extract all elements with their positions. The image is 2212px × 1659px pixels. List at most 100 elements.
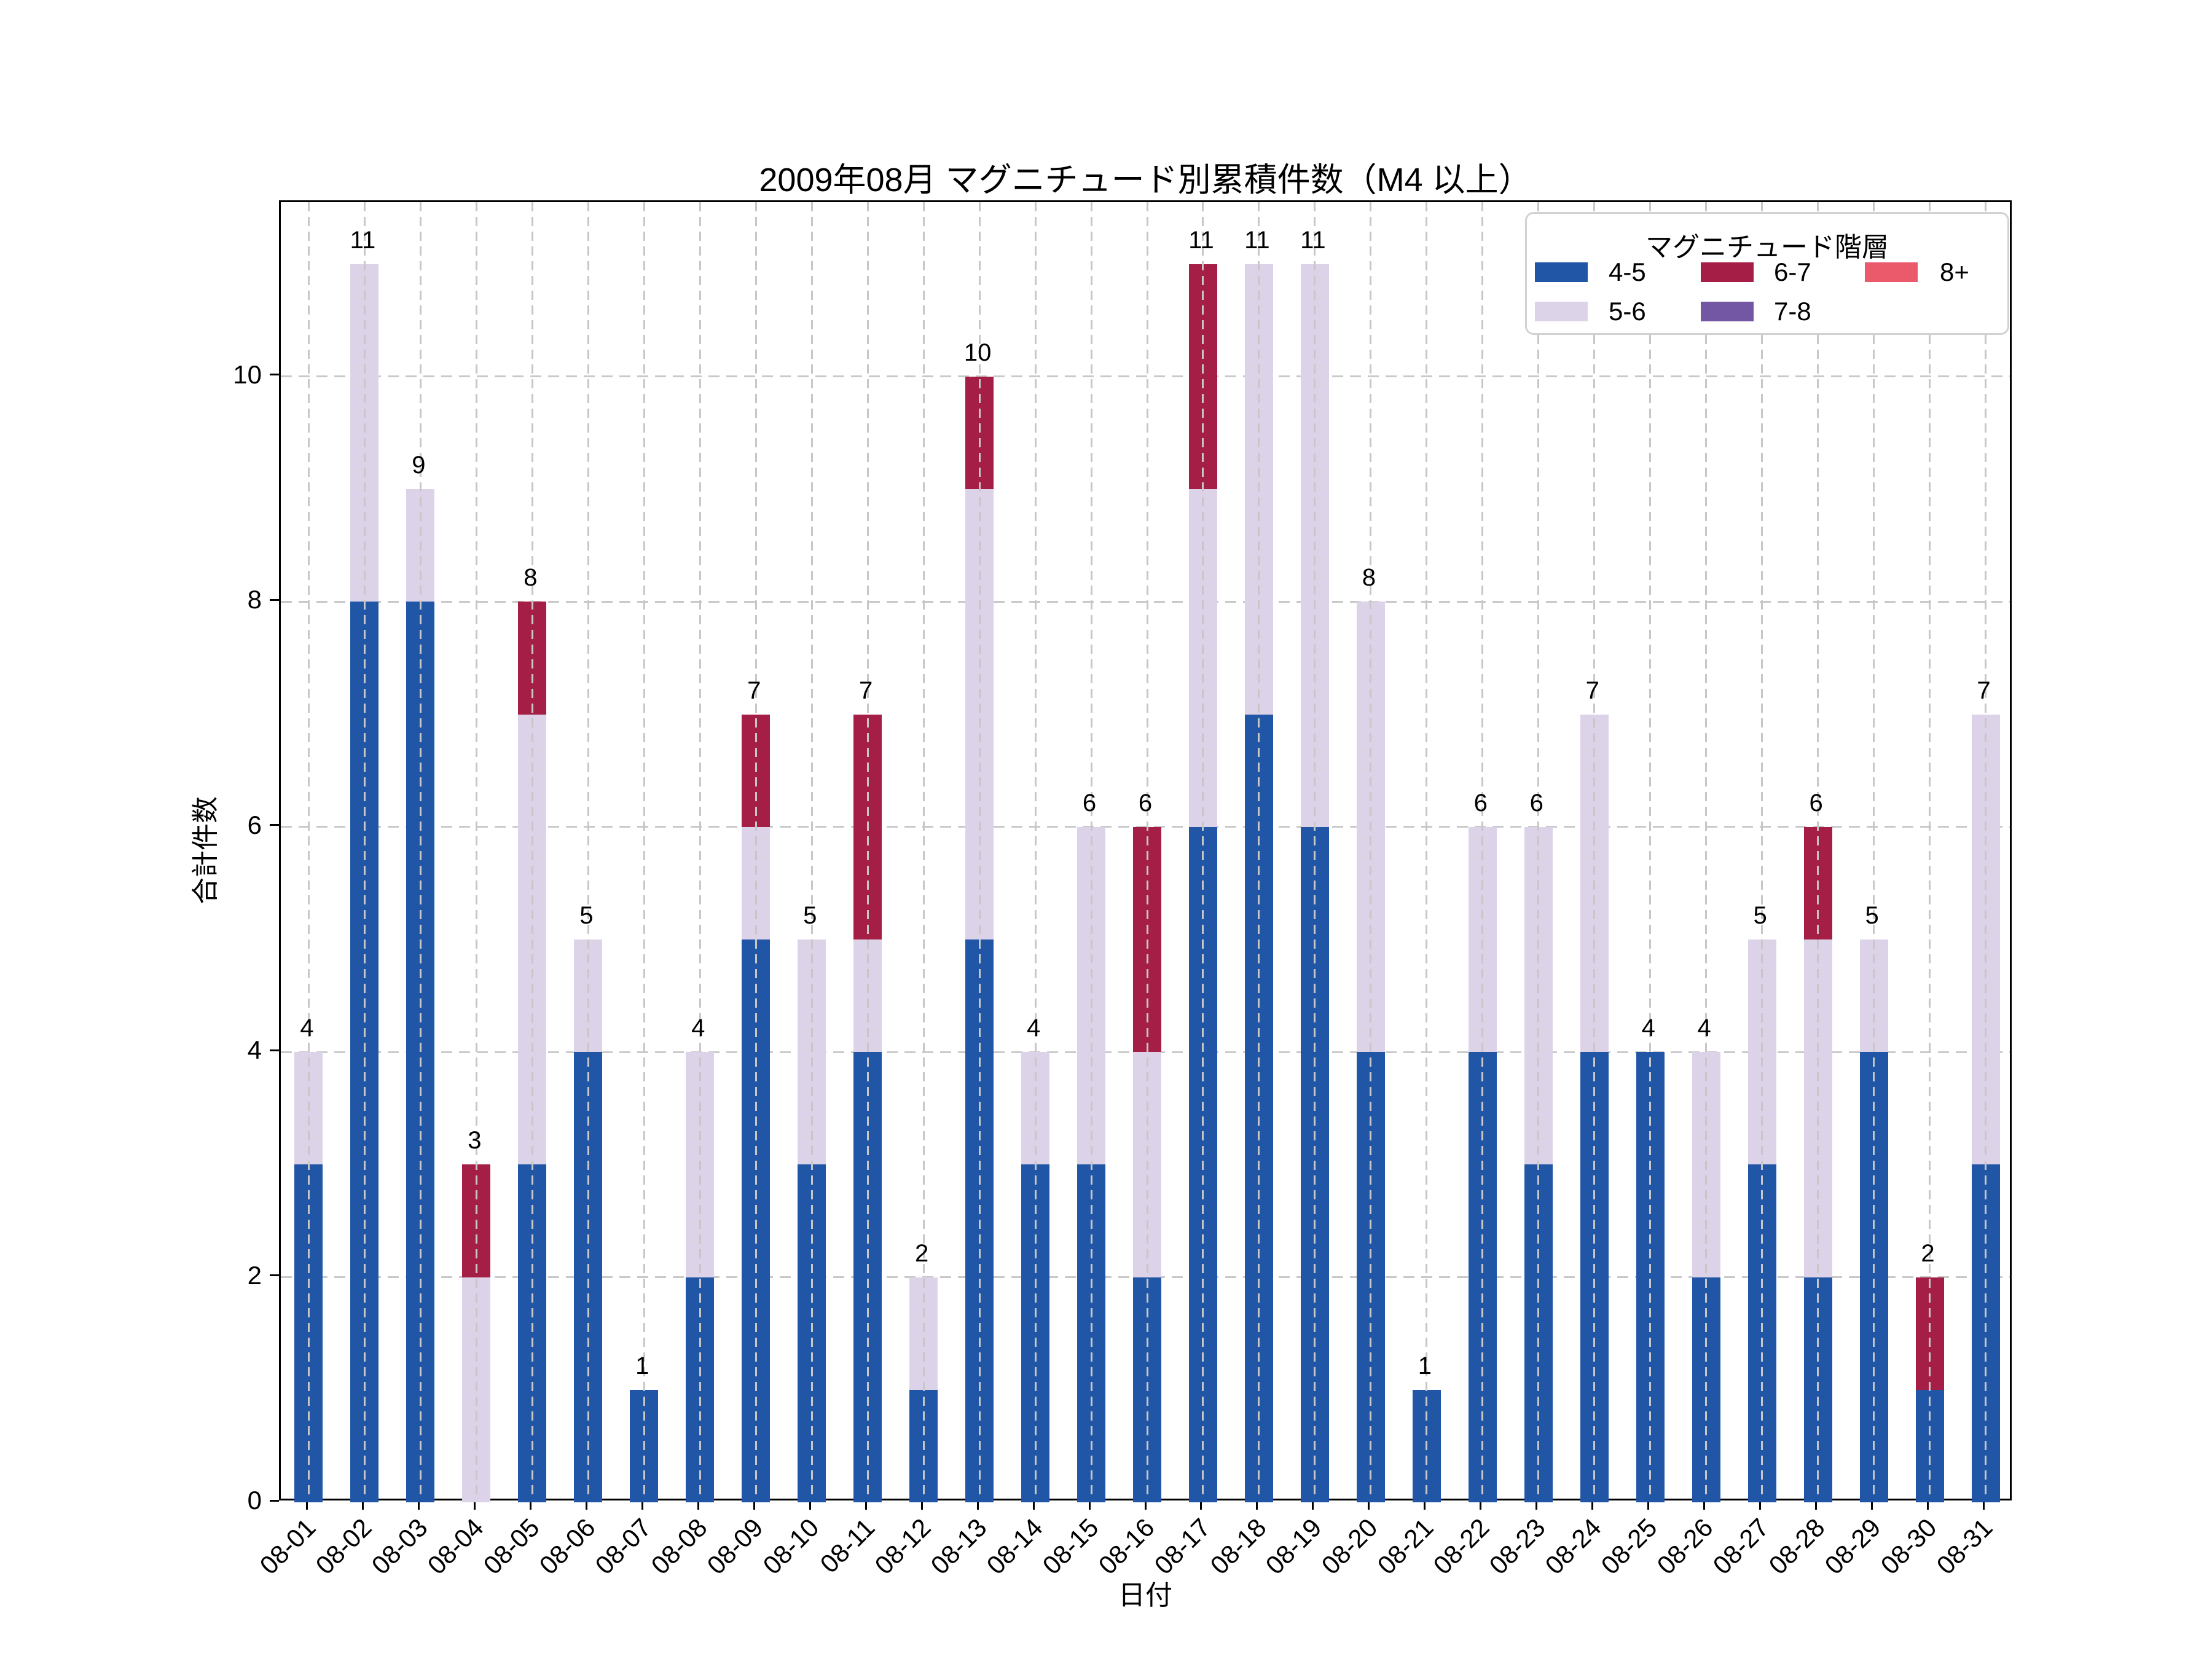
- v-gridline: [978, 202, 981, 1499]
- x-tick: [920, 1500, 923, 1510]
- bar-total-label: 5: [1865, 901, 1879, 929]
- bar-total-label: 11: [1244, 226, 1270, 254]
- x-tick-label: 08-09: [701, 1513, 769, 1580]
- legend-label: 7-8: [1774, 297, 1811, 326]
- x-tick-label: 08-19: [1260, 1513, 1328, 1580]
- x-tick-label: 08-02: [310, 1513, 377, 1580]
- bar-total-label: 6: [1082, 789, 1097, 817]
- bar-total-label: 7: [1585, 677, 1599, 704]
- v-gridline: [1929, 202, 1931, 1499]
- v-gridline: [1649, 202, 1652, 1499]
- x-tick-label: 08-12: [869, 1513, 936, 1580]
- plot-area: [279, 200, 2012, 1502]
- bar-total-label: 4: [1697, 1014, 1711, 1042]
- x-tick-label: 08-03: [366, 1513, 433, 1580]
- bar-total-label: 11: [1300, 226, 1326, 254]
- x-tick: [1647, 1500, 1650, 1510]
- x-tick: [1200, 1500, 1202, 1510]
- bar-total-label: 10: [963, 339, 992, 366]
- x-tick-label: 08-08: [645, 1513, 713, 1580]
- bar-total-label: 8: [524, 564, 538, 592]
- bar-total-label: 7: [1977, 677, 1991, 704]
- y-tick-label: 6: [247, 810, 262, 839]
- bar-total-label: 6: [1809, 789, 1823, 817]
- bar-total-label: 7: [747, 677, 761, 704]
- y-tick-label: 2: [247, 1260, 262, 1290]
- x-tick: [529, 1500, 531, 1510]
- x-tick-label: 08-21: [1371, 1513, 1440, 1580]
- bar-total-label: 4: [1026, 1014, 1041, 1042]
- bar-total-label: 1: [635, 1352, 649, 1379]
- x-tick: [697, 1500, 699, 1510]
- x-tick: [585, 1500, 587, 1510]
- legend-label: 5-6: [1609, 297, 1646, 326]
- x-tick-label: 08-04: [422, 1513, 489, 1580]
- bar-total-label: 3: [468, 1127, 482, 1155]
- x-tick: [1983, 1500, 1985, 1510]
- legend-label: 8+: [1940, 257, 1969, 286]
- x-tick: [976, 1500, 979, 1510]
- y-tick-label: 10: [233, 359, 262, 389]
- legend-swatch-7-8: [1701, 302, 1754, 321]
- x-tick: [361, 1500, 364, 1510]
- y-tick: [270, 1274, 279, 1277]
- v-gridline: [922, 202, 925, 1499]
- v-gridline: [866, 202, 869, 1499]
- v-gridline: [1985, 202, 1987, 1499]
- v-gridline: [1314, 202, 1316, 1499]
- x-tick: [641, 1500, 643, 1510]
- x-tick: [1424, 1500, 1426, 1510]
- x-tick-label: 08-07: [589, 1513, 657, 1580]
- h-gridline: [281, 375, 2010, 378]
- v-gridline: [419, 202, 422, 1499]
- v-gridline: [475, 202, 477, 1499]
- y-tick-label: 0: [247, 1486, 262, 1515]
- v-gridline: [1370, 202, 1372, 1499]
- bar-total-label: 8: [1362, 564, 1376, 592]
- v-gridline: [1202, 202, 1204, 1499]
- x-tick-label: 08-27: [1707, 1513, 1775, 1580]
- x-tick: [1759, 1500, 1762, 1510]
- x-tick-label: 08-29: [1819, 1513, 1886, 1580]
- v-gridline: [1258, 202, 1260, 1499]
- x-tick: [1480, 1500, 1482, 1510]
- chart-title: 2009年08月 マグニチュード別累積件数（M4 以上）: [759, 162, 1532, 198]
- bar-total-label: 4: [1641, 1014, 1655, 1042]
- v-gridline: [1593, 202, 1596, 1499]
- x-tick: [473, 1500, 476, 1510]
- x-tick: [1368, 1500, 1370, 1510]
- x-tick-label: 08-26: [1651, 1513, 1719, 1580]
- x-tick-label: 08-28: [1763, 1513, 1830, 1580]
- bar-total-label: 6: [1529, 789, 1543, 817]
- legend-swatch-4-5: [1535, 262, 1588, 282]
- v-gridline: [810, 202, 813, 1499]
- x-tick: [1088, 1500, 1091, 1510]
- x-axis-title: 日付: [1118, 1580, 1172, 1610]
- x-tick-label: 08-25: [1595, 1513, 1663, 1580]
- x-tick: [1591, 1500, 1594, 1510]
- x-tick-label: 08-24: [1539, 1513, 1607, 1580]
- y-tick: [270, 1049, 279, 1051]
- x-tick-label: 08-14: [981, 1513, 1048, 1580]
- x-tick: [753, 1500, 755, 1510]
- v-gridline: [1146, 202, 1148, 1499]
- x-tick-label: 08-13: [925, 1513, 992, 1580]
- legend-label: 4-5: [1609, 257, 1646, 286]
- x-tick: [305, 1500, 308, 1510]
- x-tick-label: 08-10: [757, 1513, 825, 1580]
- bar-total-label: 1: [1418, 1352, 1432, 1379]
- v-gridline: [587, 202, 589, 1499]
- v-gridline: [1481, 202, 1484, 1499]
- v-gridline: [1034, 202, 1037, 1499]
- x-tick-label: 08-30: [1875, 1513, 1942, 1580]
- x-tick-label: 08-20: [1316, 1513, 1384, 1580]
- x-tick: [1927, 1500, 1929, 1510]
- v-gridline: [699, 202, 701, 1499]
- bar-total-label: 6: [1138, 789, 1153, 817]
- bar-total-label: 5: [579, 901, 594, 929]
- v-gridline: [1873, 202, 1875, 1499]
- v-gridline: [643, 202, 645, 1499]
- x-tick: [1144, 1500, 1147, 1510]
- v-gridline: [1817, 202, 1819, 1499]
